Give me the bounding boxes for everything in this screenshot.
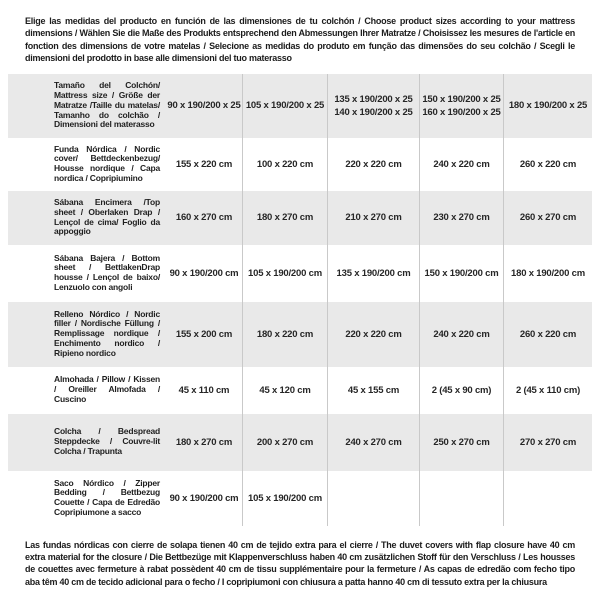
size-cell: 105 x 190/200 cm — [242, 244, 327, 302]
size-cell: 105 x 190/200 x 25 — [242, 73, 327, 138]
size-cell: 260 x 220 cm — [503, 301, 592, 367]
product-size-table: Tamaño del Colchón/ Mattress size / Größ… — [8, 73, 592, 526]
size-cell: 180 x 270 cm — [175, 436, 233, 448]
size-cell: 155 x 200 cm — [175, 328, 233, 340]
size-cell: 260 x 220 cm — [503, 137, 592, 191]
row-label: Colcha / Bedspread Steppdecke / Couvre-l… — [54, 426, 160, 457]
size-cell: 45 x 110 cm — [178, 384, 230, 396]
size-cell: 260 x 270 cm — [503, 190, 592, 245]
size-cell: 135 x 190/200 cm — [327, 244, 419, 302]
size-cell — [419, 470, 503, 526]
size-cell: 180 x 190/200 cm — [503, 244, 592, 302]
table-row-nordic-filler: Relleno Nórdico / Nordic filler / Nordis… — [8, 301, 592, 367]
size-cell: 45 x 120 cm — [242, 366, 327, 414]
size-cell: 155 x 220 cm — [175, 158, 233, 170]
footnote-text: Las fundas nórdicas con cierre de solapa… — [25, 539, 575, 587]
size-cell: 90 x 190/200 cm — [169, 492, 239, 504]
size-cell — [327, 470, 419, 526]
size-cell: 240 x 270 cm — [327, 413, 419, 471]
size-cell: 160 x 270 cm — [175, 212, 233, 224]
size-cell: 250 x 270 cm — [419, 413, 503, 471]
table-row-pillow: Almohada / Pillow / Kissen / Oreiller Al… — [8, 366, 592, 414]
size-cell: 270 x 270 cm — [503, 413, 592, 471]
size-cell: 180 x 270 cm — [242, 190, 327, 245]
size-cell: 240 x 220 cm — [419, 301, 503, 367]
size-cell: 2 (45 x 90 cm) — [419, 366, 503, 414]
size-cell: 210 x 270 cm — [327, 190, 419, 245]
size-cell: 150 x 190/200 x 25 160 x 190/200 x 25 — [419, 73, 503, 138]
row-label: Almohada / Pillow / Kissen / Oreiller Al… — [54, 374, 160, 405]
row-label: Tamaño del Colchón/ Mattress size / Größ… — [54, 80, 160, 130]
size-cell: 240 x 220 cm — [419, 137, 503, 191]
row-label: Saco Nórdico / Zipper Bedding / Bettbezu… — [54, 477, 160, 517]
size-cell: 220 x 220 cm — [327, 137, 419, 191]
table-row-mattress-size: Tamaño del Colchón/ Mattress size / Größ… — [8, 73, 592, 138]
table-row-nordic-cover: Funda Nórdica / Nordic cover/ Bettdecken… — [8, 137, 592, 191]
row-label: Sábana Bajera / Bottom sheet / Bettlaken… — [54, 252, 160, 292]
size-cell: 135 x 190/200 x 25 140 x 190/200 x 25 — [327, 73, 419, 138]
size-cell: 220 x 220 cm — [327, 301, 419, 367]
size-cell: 180 x 190/200 x 25 — [503, 73, 592, 138]
intro-text: Elige las medidas del producto en funció… — [25, 16, 575, 64]
row-label: Sábana Encimera /Top sheet / Oberlaken D… — [54, 197, 160, 237]
size-cell: 90 x 190/200 cm — [169, 267, 239, 279]
size-cell: 2 (45 x 110 cm) — [503, 366, 592, 414]
row-label: Relleno Nórdico / Nordic filler / Nordis… — [54, 308, 160, 358]
size-cell: 90 x 190/200 x 25 — [167, 100, 241, 112]
size-cell: 105 x 190/200 cm — [242, 470, 327, 526]
size-cell: 150 x 190/200 cm — [419, 244, 503, 302]
size-cell: 100 x 220 cm — [242, 137, 327, 191]
size-cell: 180 x 220 cm — [242, 301, 327, 367]
table-row-bedspread: Colcha / Bedspread Steppdecke / Couvre-l… — [8, 413, 592, 471]
table-row-bottom-sheet: Sábana Bajera / Bottom sheet / Bettlaken… — [8, 244, 592, 302]
table-row-zipper-bedding: Saco Nórdico / Zipper Bedding / Bettbezu… — [8, 470, 592, 526]
size-cell: 45 x 155 cm — [327, 366, 419, 414]
row-label: Funda Nórdica / Nordic cover/ Bettdecken… — [54, 143, 160, 183]
table-row-top-sheet: Sábana Encimera /Top sheet / Oberlaken D… — [8, 190, 592, 245]
size-cell: 200 x 270 cm — [242, 413, 327, 471]
size-cell — [503, 470, 592, 526]
size-cell: 230 x 270 cm — [419, 190, 503, 245]
